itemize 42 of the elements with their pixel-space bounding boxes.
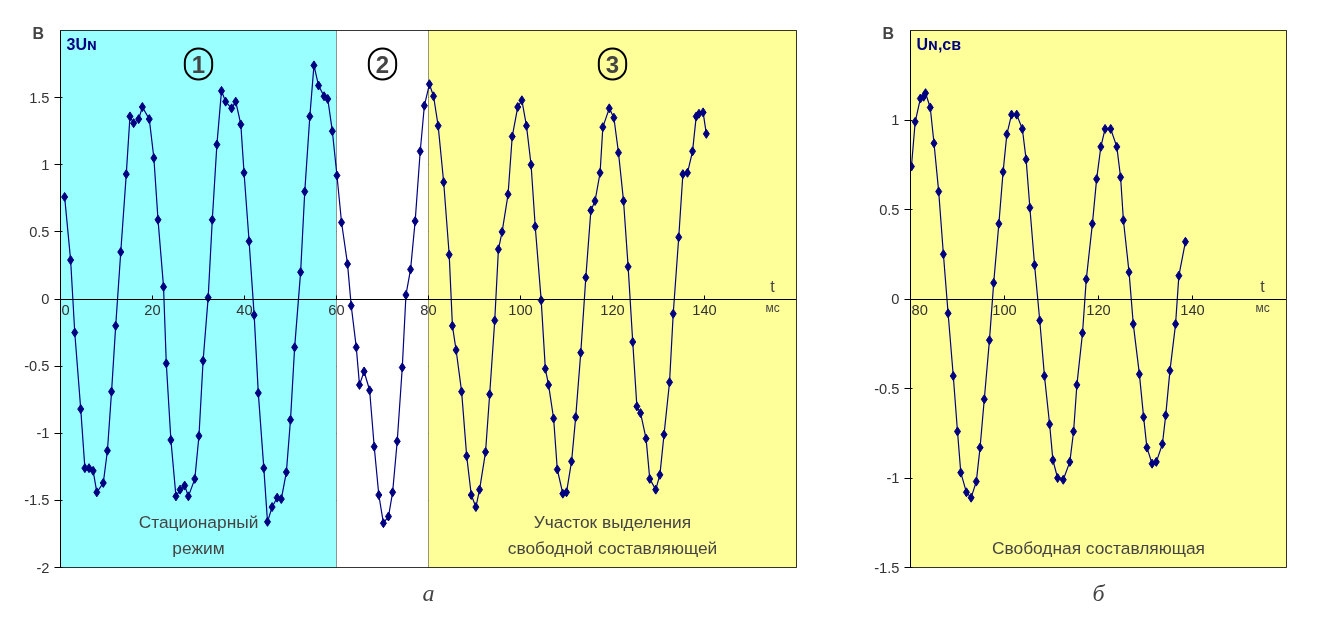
x-tick-label: 40: [236, 302, 253, 318]
text: а: [422, 579, 435, 606]
y-tick-label: 1.5: [29, 89, 50, 106]
y-tick-label: -1.5: [874, 559, 900, 576]
x-tick-label: 140: [1180, 302, 1205, 318]
y-tick-label: 1: [41, 156, 50, 173]
text: 3Uɴ: [66, 35, 97, 53]
x-tick-label: 0: [61, 302, 70, 318]
annotation: мс: [1255, 301, 1270, 315]
band-label: Участок выделения свободной составляющей: [507, 511, 718, 558]
y-tick-label: 0.5: [29, 223, 50, 240]
x-tick-label: 60: [328, 302, 345, 318]
annotation: 1: [191, 50, 206, 78]
text: Uɴ,св: [916, 35, 962, 53]
annotation: мс: [765, 301, 780, 315]
y-tick-label: -0.5: [24, 358, 50, 375]
x-tick-label: 100: [508, 302, 533, 318]
x-tick-label: 120: [1086, 302, 1111, 318]
y-tick-label: -0.5: [874, 380, 900, 397]
y-tick-label: -1: [36, 425, 50, 442]
y-axis-title: В: [882, 24, 895, 42]
text: б: [1092, 579, 1106, 606]
y-tick-label: -2: [36, 559, 50, 576]
y-tick-label: -1: [886, 470, 900, 486]
y-axis-title: В: [32, 24, 45, 42]
x-tick-label: 100: [992, 302, 1017, 318]
x-tick-label: 20: [144, 302, 161, 318]
x-tick-label: 140: [692, 302, 717, 318]
y-tick-label: 0.5: [879, 201, 900, 218]
annotation: 2: [375, 50, 390, 78]
band-label: Свободная составляющая: [992, 537, 1205, 558]
y-tick-label: -1.5: [24, 492, 50, 509]
y-tick-label: 0: [41, 291, 50, 307]
x-axis-title: t: [1260, 278, 1266, 295]
x-tick-label: 120: [600, 302, 625, 318]
x-tick-label: 80: [911, 302, 928, 318]
y-tick-label: 0: [891, 291, 900, 307]
x-axis-title: t: [770, 278, 776, 295]
band-label: Стационарный режим: [138, 511, 259, 558]
x-tick-label: 80: [420, 302, 437, 318]
y-tick-label: 1: [891, 112, 900, 128]
annotation: 3: [605, 50, 620, 78]
